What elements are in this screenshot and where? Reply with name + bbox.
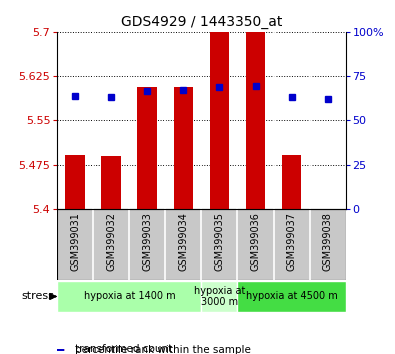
Bar (102, 156, 121, 209)
Bar (173, 87, 193, 209)
Bar (246, 32, 265, 209)
Text: GSM399031: GSM399031 (70, 212, 80, 271)
Text: GSM399034: GSM399034 (179, 212, 188, 271)
Text: hypoxia at
3000 m: hypoxia at 3000 m (194, 286, 245, 307)
Text: hypoxia at 4500 m: hypoxia at 4500 m (246, 291, 337, 302)
Bar (210, 32, 229, 209)
Title: GDS4929 / 1443350_at: GDS4929 / 1443350_at (121, 16, 282, 29)
Bar (282, 155, 301, 209)
Bar (237, 281, 346, 312)
Bar (201, 281, 237, 312)
Text: percentile rank within the sample: percentile rank within the sample (75, 345, 250, 354)
Text: hypoxia at 1400 m: hypoxia at 1400 m (84, 291, 175, 302)
Bar (137, 87, 157, 209)
Text: transformed count: transformed count (75, 344, 172, 354)
Text: GSM399033: GSM399033 (142, 212, 152, 271)
Text: GSM399036: GSM399036 (250, 212, 261, 271)
Bar (57, 281, 201, 312)
Text: GSM399032: GSM399032 (106, 212, 117, 272)
Text: stress: stress (21, 291, 55, 302)
Bar (66, 155, 85, 209)
Text: GSM399037: GSM399037 (286, 212, 297, 272)
Text: GSM399035: GSM399035 (214, 212, 224, 272)
Text: GSM399038: GSM399038 (323, 212, 333, 271)
